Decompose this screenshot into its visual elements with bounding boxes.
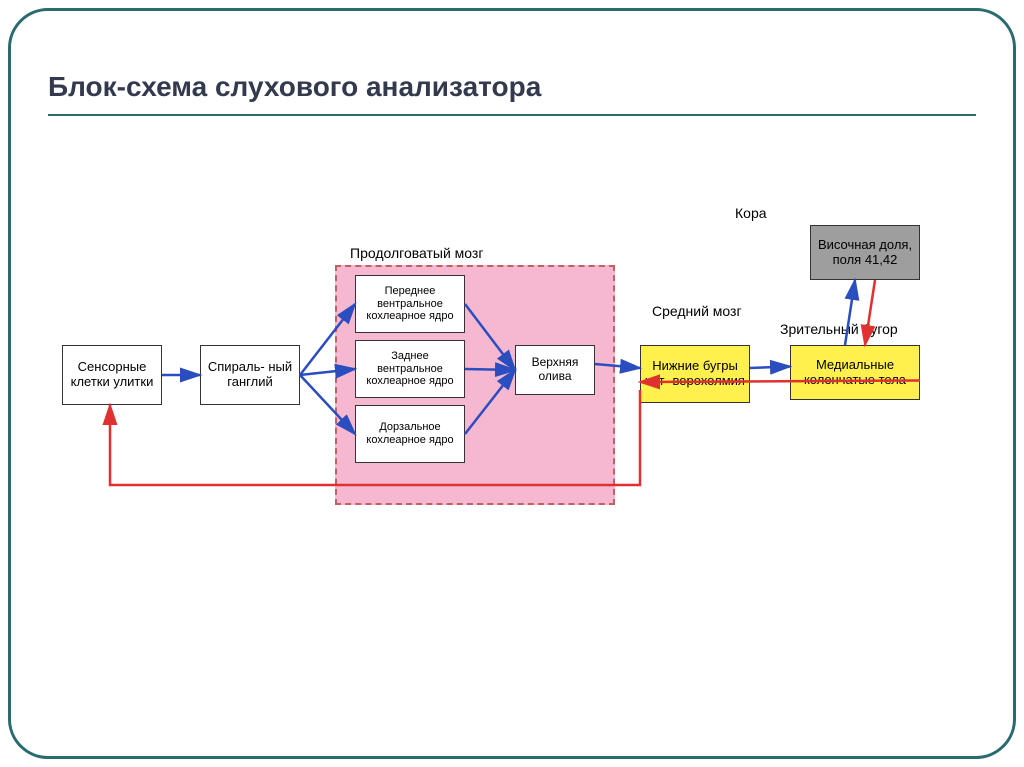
node-sensory: Сенсорные клетки улитки [62,345,162,405]
title-divider [48,114,976,116]
diagram-area: Продолговатый мозг Кора Средний мозг Зри… [20,175,1004,675]
node-post-ventral: Заднее вентральное кохлеарное ядро [355,340,465,398]
node-temporal: Височная доля, поля 41,42 [810,225,920,280]
cortex-label: Кора [735,205,767,221]
node-ganglion: Спираль- ный ганглий [200,345,300,405]
midbrain-label: Средний мозг [652,303,742,319]
slide-title: Блок-схема слухового анализатора [48,70,976,104]
node-ant-ventral: Переднее вентральное кохлеарное ядро [355,275,465,333]
thalamus-label: Зрительный бугор [780,321,898,337]
node-olive: Верхняя олива [515,345,595,395]
node-mgn: Медиальные коленчатые тела [790,345,920,400]
node-colliculi: Нижние бугры чет- верохолмия [640,345,750,403]
medulla-label: Продолговатый мозг [350,245,483,261]
node-dorsal: Дорзальное кохлеарное ядро [355,405,465,463]
title-block: Блок-схема слухового анализатора [48,70,976,116]
